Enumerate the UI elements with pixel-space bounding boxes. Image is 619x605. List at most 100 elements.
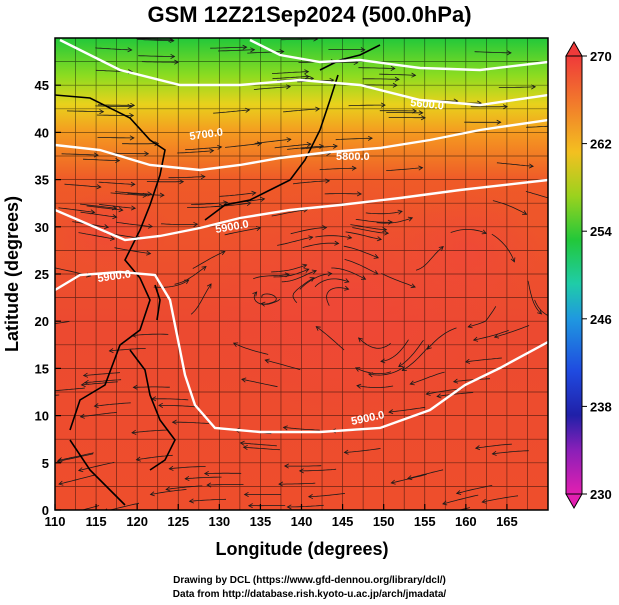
streamline bbox=[137, 39, 174, 42]
streamline-arrow bbox=[129, 112, 135, 119]
streamline-arrow bbox=[382, 227, 388, 233]
streamline-arrow bbox=[313, 38, 319, 42]
streamline bbox=[277, 236, 313, 246]
streamline-arrow bbox=[411, 72, 417, 78]
streamline bbox=[534, 299, 548, 317]
streamline bbox=[82, 158, 120, 161]
streamline-arrow bbox=[135, 456, 141, 462]
streamline bbox=[141, 61, 179, 63]
streamline bbox=[187, 205, 224, 208]
streamline bbox=[348, 104, 385, 107]
streamline bbox=[402, 345, 430, 371]
streamline bbox=[496, 162, 534, 167]
coastlines bbox=[55, 44, 381, 506]
streamline-arrow bbox=[398, 362, 404, 368]
streamline bbox=[213, 109, 250, 114]
streamline bbox=[153, 279, 189, 288]
contour-5800 bbox=[55, 178, 548, 242]
x-tick-label: 135 bbox=[250, 514, 272, 529]
streamline-arrow bbox=[109, 235, 116, 241]
streamline-arrow bbox=[390, 65, 396, 71]
streamline bbox=[55, 387, 85, 392]
streamline-arrow bbox=[351, 165, 357, 171]
streamline bbox=[150, 489, 187, 495]
streamline-arrow bbox=[159, 192, 165, 198]
streamline-arrow bbox=[332, 143, 338, 149]
streamline-arrow bbox=[146, 250, 152, 256]
streamline bbox=[391, 474, 427, 484]
streamline-arrow bbox=[242, 445, 248, 451]
streamline-arrow bbox=[380, 358, 386, 364]
streamline bbox=[219, 192, 256, 197]
japan-coast bbox=[204, 74, 339, 221]
streamline bbox=[131, 429, 169, 434]
streamline-arrow bbox=[357, 337, 364, 343]
streamline-arrow bbox=[302, 263, 308, 269]
streamline-arrow bbox=[147, 223, 154, 229]
streamline bbox=[273, 268, 309, 278]
streamline bbox=[265, 359, 301, 371]
streamline bbox=[300, 145, 338, 150]
streamline-arrow bbox=[464, 358, 471, 364]
streamline-arrow bbox=[193, 221, 199, 227]
streamline-arrow bbox=[23, 395, 27, 399]
streamline bbox=[350, 224, 387, 231]
streamline bbox=[293, 180, 330, 185]
streamline-arrow bbox=[392, 82, 398, 88]
streamline bbox=[115, 191, 152, 195]
streamline-arrow bbox=[188, 498, 194, 504]
streamline bbox=[343, 245, 379, 259]
streamline bbox=[314, 278, 349, 288]
streamline-arrow bbox=[79, 413, 85, 419]
streamline-arrow bbox=[57, 457, 63, 463]
streamline bbox=[345, 231, 382, 240]
streamline-arrow bbox=[286, 137, 292, 143]
indochina-coast bbox=[69, 439, 126, 506]
streamline bbox=[191, 202, 228, 205]
streamline-arrow bbox=[260, 196, 266, 202]
streamline bbox=[381, 273, 416, 288]
streamline bbox=[110, 192, 147, 196]
streamline-arrow bbox=[438, 246, 444, 251]
streamline-arrow bbox=[474, 445, 481, 451]
streamline-arrow bbox=[315, 106, 321, 112]
streamline-arrow bbox=[285, 84, 292, 90]
streamline-arrow bbox=[537, 309, 543, 315]
y-axis-title: Latitude (degrees) bbox=[2, 196, 22, 352]
streamline bbox=[283, 427, 320, 431]
streamline bbox=[465, 357, 502, 363]
streamline bbox=[81, 505, 100, 510]
streamline-arrow bbox=[387, 219, 393, 225]
streamline-arrow bbox=[93, 152, 99, 158]
streamline bbox=[61, 153, 99, 156]
y-tick-label: 15 bbox=[35, 361, 49, 376]
streamline bbox=[287, 504, 324, 508]
streamline-arrow bbox=[491, 450, 497, 456]
y-tick-label: 40 bbox=[35, 125, 49, 140]
streamline-arrow bbox=[247, 503, 253, 509]
streamline bbox=[78, 232, 115, 240]
streamline bbox=[344, 448, 381, 453]
streamline bbox=[99, 204, 136, 209]
streamline bbox=[358, 67, 395, 69]
streamline-arrow bbox=[496, 119, 502, 125]
streamline bbox=[299, 273, 332, 290]
streamline bbox=[365, 210, 403, 215]
streamline-arrow bbox=[410, 283, 416, 289]
streamline-arrow bbox=[279, 49, 285, 55]
streamline bbox=[189, 498, 227, 502]
streamline bbox=[133, 386, 170, 388]
streamline bbox=[217, 49, 255, 52]
streamline bbox=[410, 371, 445, 385]
streamline-arrow bbox=[388, 409, 394, 415]
contour-labels: 5700.0 5800.0 5900.0 5900.0 5900.0 5600.… bbox=[97, 97, 445, 428]
streamline-arrow bbox=[502, 104, 508, 110]
colorbar-tick-label: 230 bbox=[590, 487, 612, 502]
streamline bbox=[475, 443, 512, 449]
streamline-arrow bbox=[239, 440, 245, 446]
streamline-arrow bbox=[506, 50, 512, 56]
streamline-arrow bbox=[278, 481, 284, 487]
streamline bbox=[224, 227, 261, 236]
streamline bbox=[138, 55, 175, 57]
streamline bbox=[368, 366, 404, 376]
